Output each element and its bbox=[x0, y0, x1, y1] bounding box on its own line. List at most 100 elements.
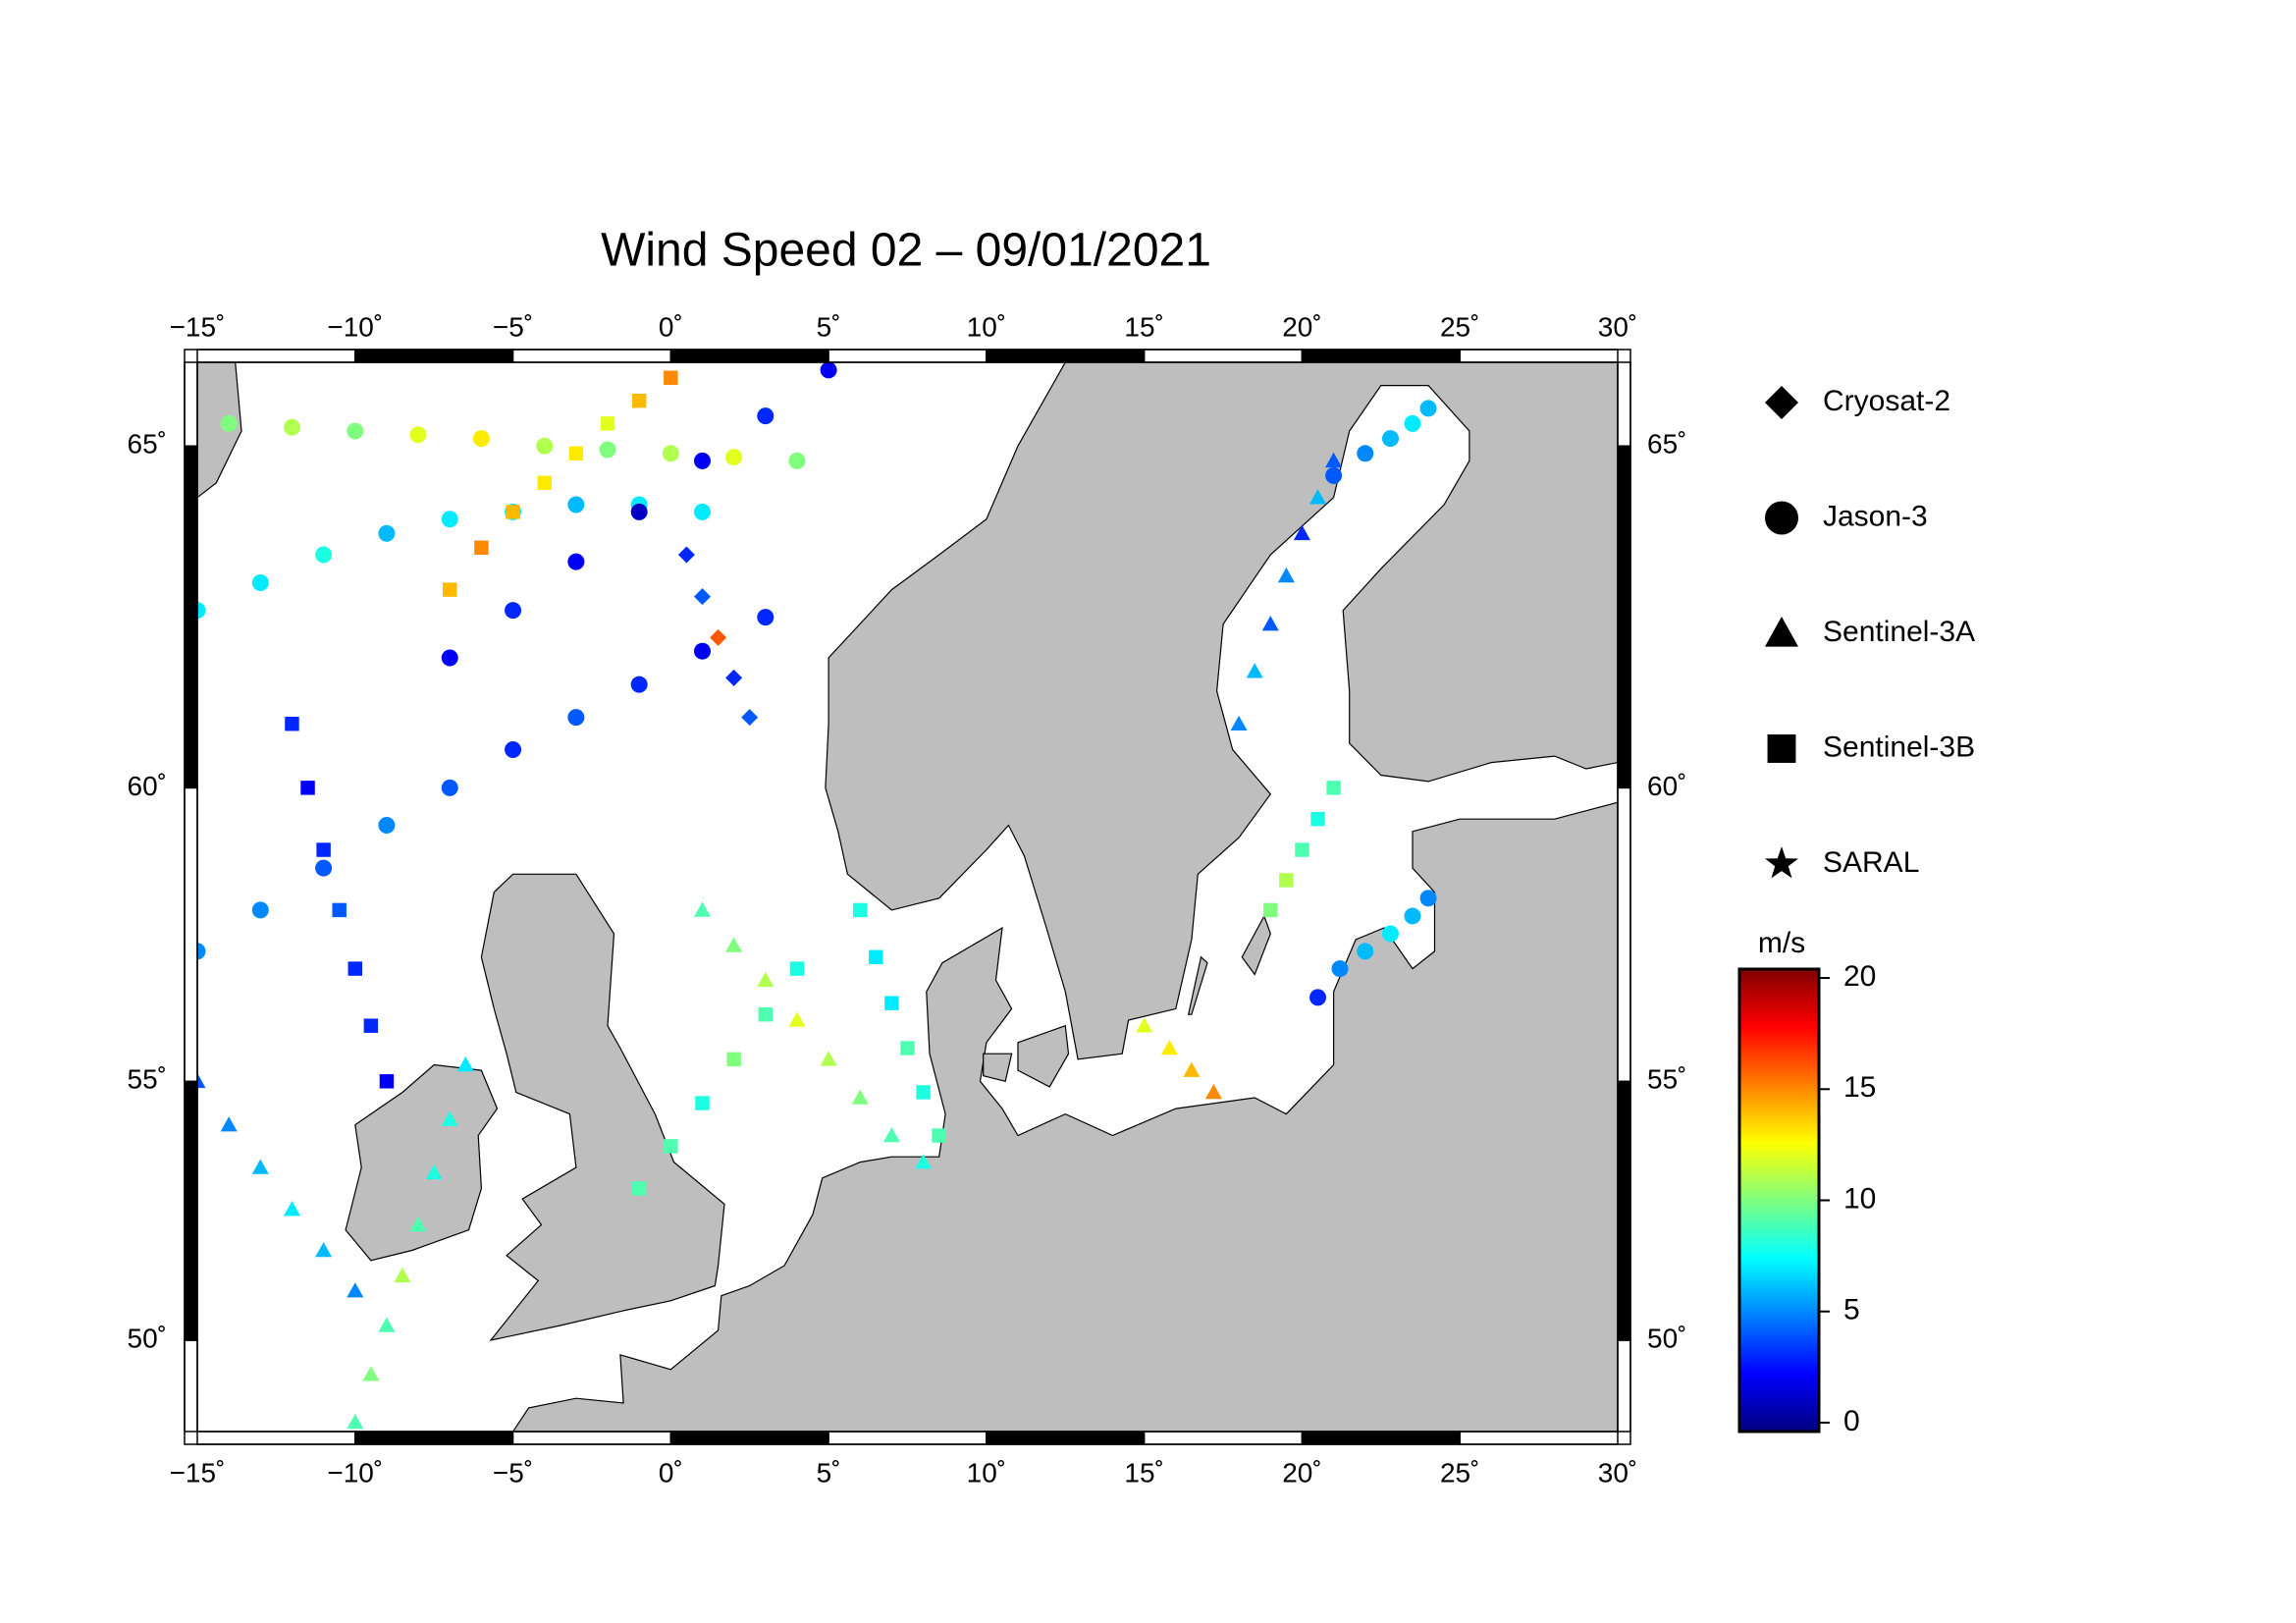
frame-segment bbox=[1301, 349, 1461, 363]
frame-segment bbox=[986, 1431, 1146, 1445]
track-point bbox=[537, 475, 552, 491]
track-point bbox=[630, 503, 648, 520]
track-point bbox=[695, 1096, 710, 1110]
track-point bbox=[726, 1052, 741, 1067]
track-point bbox=[599, 441, 616, 459]
y-tick-label: 50˚ bbox=[128, 1323, 167, 1353]
x-tick-label: 30˚ bbox=[1598, 311, 1637, 342]
colorbar-unit: m/s bbox=[1758, 927, 1805, 959]
track-point bbox=[1357, 445, 1374, 462]
frame-segment bbox=[828, 1431, 988, 1445]
track-point bbox=[394, 1267, 411, 1283]
track-point bbox=[677, 546, 695, 564]
track-point bbox=[758, 1006, 774, 1022]
track-point bbox=[1293, 524, 1310, 541]
track-point bbox=[662, 445, 679, 462]
track-point bbox=[1325, 452, 1343, 468]
track-point bbox=[315, 859, 333, 877]
track-point bbox=[197, 1072, 206, 1089]
track-point bbox=[693, 642, 711, 660]
track-point bbox=[1419, 890, 1437, 907]
frame-segment bbox=[828, 349, 988, 363]
colorbar-tick-label: 5 bbox=[1843, 1294, 1860, 1326]
track-point bbox=[441, 511, 458, 528]
colorbar-tick-label: 20 bbox=[1843, 960, 1876, 993]
frame-segment bbox=[184, 1339, 198, 1433]
frame-segment bbox=[669, 1431, 829, 1445]
legend-marker bbox=[1765, 846, 1798, 879]
frame-segment bbox=[986, 349, 1146, 363]
y-tick-label: 60˚ bbox=[128, 771, 167, 801]
track-point bbox=[741, 709, 759, 727]
track-point bbox=[882, 1127, 900, 1143]
colorbar-tick-label: 15 bbox=[1843, 1071, 1876, 1104]
x-tick-label: 10˚ bbox=[967, 1457, 1006, 1488]
frame-segment bbox=[184, 445, 198, 789]
colorbar bbox=[1737, 967, 1821, 1434]
track-point bbox=[1230, 715, 1248, 730]
track-point bbox=[283, 418, 300, 436]
track-point bbox=[853, 902, 868, 918]
track-point bbox=[820, 1051, 837, 1066]
track-point bbox=[567, 496, 585, 514]
track-point bbox=[251, 574, 269, 592]
track-point bbox=[1326, 781, 1341, 795]
track-point bbox=[600, 416, 615, 431]
landmass bbox=[1187, 955, 1208, 1015]
frame: −15˚ −15˚ −10˚ −10˚ −5˚ −5˚ 0˚ 0˚ 5˚ 5˚ 10˚ 10˚ 15˚ 1… bbox=[128, 311, 1687, 1488]
x-tick-label: 5˚ bbox=[817, 311, 841, 342]
y-tick-label: 55˚ bbox=[128, 1064, 167, 1095]
track-point bbox=[789, 961, 805, 976]
track-point bbox=[915, 1154, 933, 1169]
x-tick-label: −15˚ bbox=[170, 311, 226, 342]
track-point bbox=[441, 649, 458, 667]
x-tick-label: 15˚ bbox=[1124, 311, 1163, 342]
legend-marker bbox=[1765, 617, 1798, 647]
track-point bbox=[1261, 616, 1279, 631]
track-point bbox=[409, 426, 427, 444]
frame-segment bbox=[184, 786, 198, 1083]
track-point bbox=[884, 996, 899, 1010]
track-point bbox=[1204, 1084, 1222, 1100]
track-point bbox=[788, 452, 806, 469]
legend-marker bbox=[1765, 501, 1798, 535]
map-title: Wind Speed 02 – 09/01/2021 bbox=[601, 225, 1211, 277]
track-point bbox=[441, 779, 458, 796]
track-point bbox=[251, 1159, 269, 1174]
legend-label: Sentinel-3A bbox=[1823, 616, 1975, 648]
track-point bbox=[693, 452, 711, 469]
legend-label: Sentinel-3B bbox=[1823, 730, 1975, 763]
frame-segment bbox=[354, 349, 514, 363]
track-point bbox=[788, 1011, 806, 1027]
x-tick-label: 30˚ bbox=[1598, 1457, 1637, 1488]
track-point bbox=[347, 961, 363, 976]
x-tick-label: 25˚ bbox=[1440, 1457, 1479, 1488]
track-point bbox=[757, 407, 774, 425]
track-point bbox=[851, 1089, 869, 1105]
track-point bbox=[1183, 1061, 1201, 1077]
track-point bbox=[900, 1041, 915, 1055]
frame-segment bbox=[354, 1431, 514, 1445]
legend-label: Cryosat-2 bbox=[1823, 385, 1950, 417]
frame-segment bbox=[196, 1431, 356, 1445]
track-point bbox=[1279, 873, 1294, 888]
map-border bbox=[184, 349, 1631, 1445]
track-point bbox=[378, 524, 396, 542]
frame-segment bbox=[511, 349, 672, 363]
track-point bbox=[725, 937, 743, 952]
legend-marker bbox=[1765, 386, 1798, 419]
track-point bbox=[347, 422, 364, 440]
track-point bbox=[630, 676, 648, 693]
track-point bbox=[1309, 989, 1327, 1006]
y-tick-label: 65˚ bbox=[128, 429, 167, 460]
track-point bbox=[197, 943, 206, 960]
track-point bbox=[443, 582, 457, 597]
frame-segment bbox=[1617, 786, 1631, 1083]
x-tick-label: 20˚ bbox=[1282, 311, 1321, 342]
track-point bbox=[693, 503, 711, 520]
track-point bbox=[1160, 1040, 1178, 1055]
track-point bbox=[285, 717, 299, 731]
legend: 0 5 10 15 20 Cryosat-2 Jason-3 Sentinel-3A Senti… bbox=[1765, 385, 1975, 1437]
track-point bbox=[362, 1366, 380, 1381]
